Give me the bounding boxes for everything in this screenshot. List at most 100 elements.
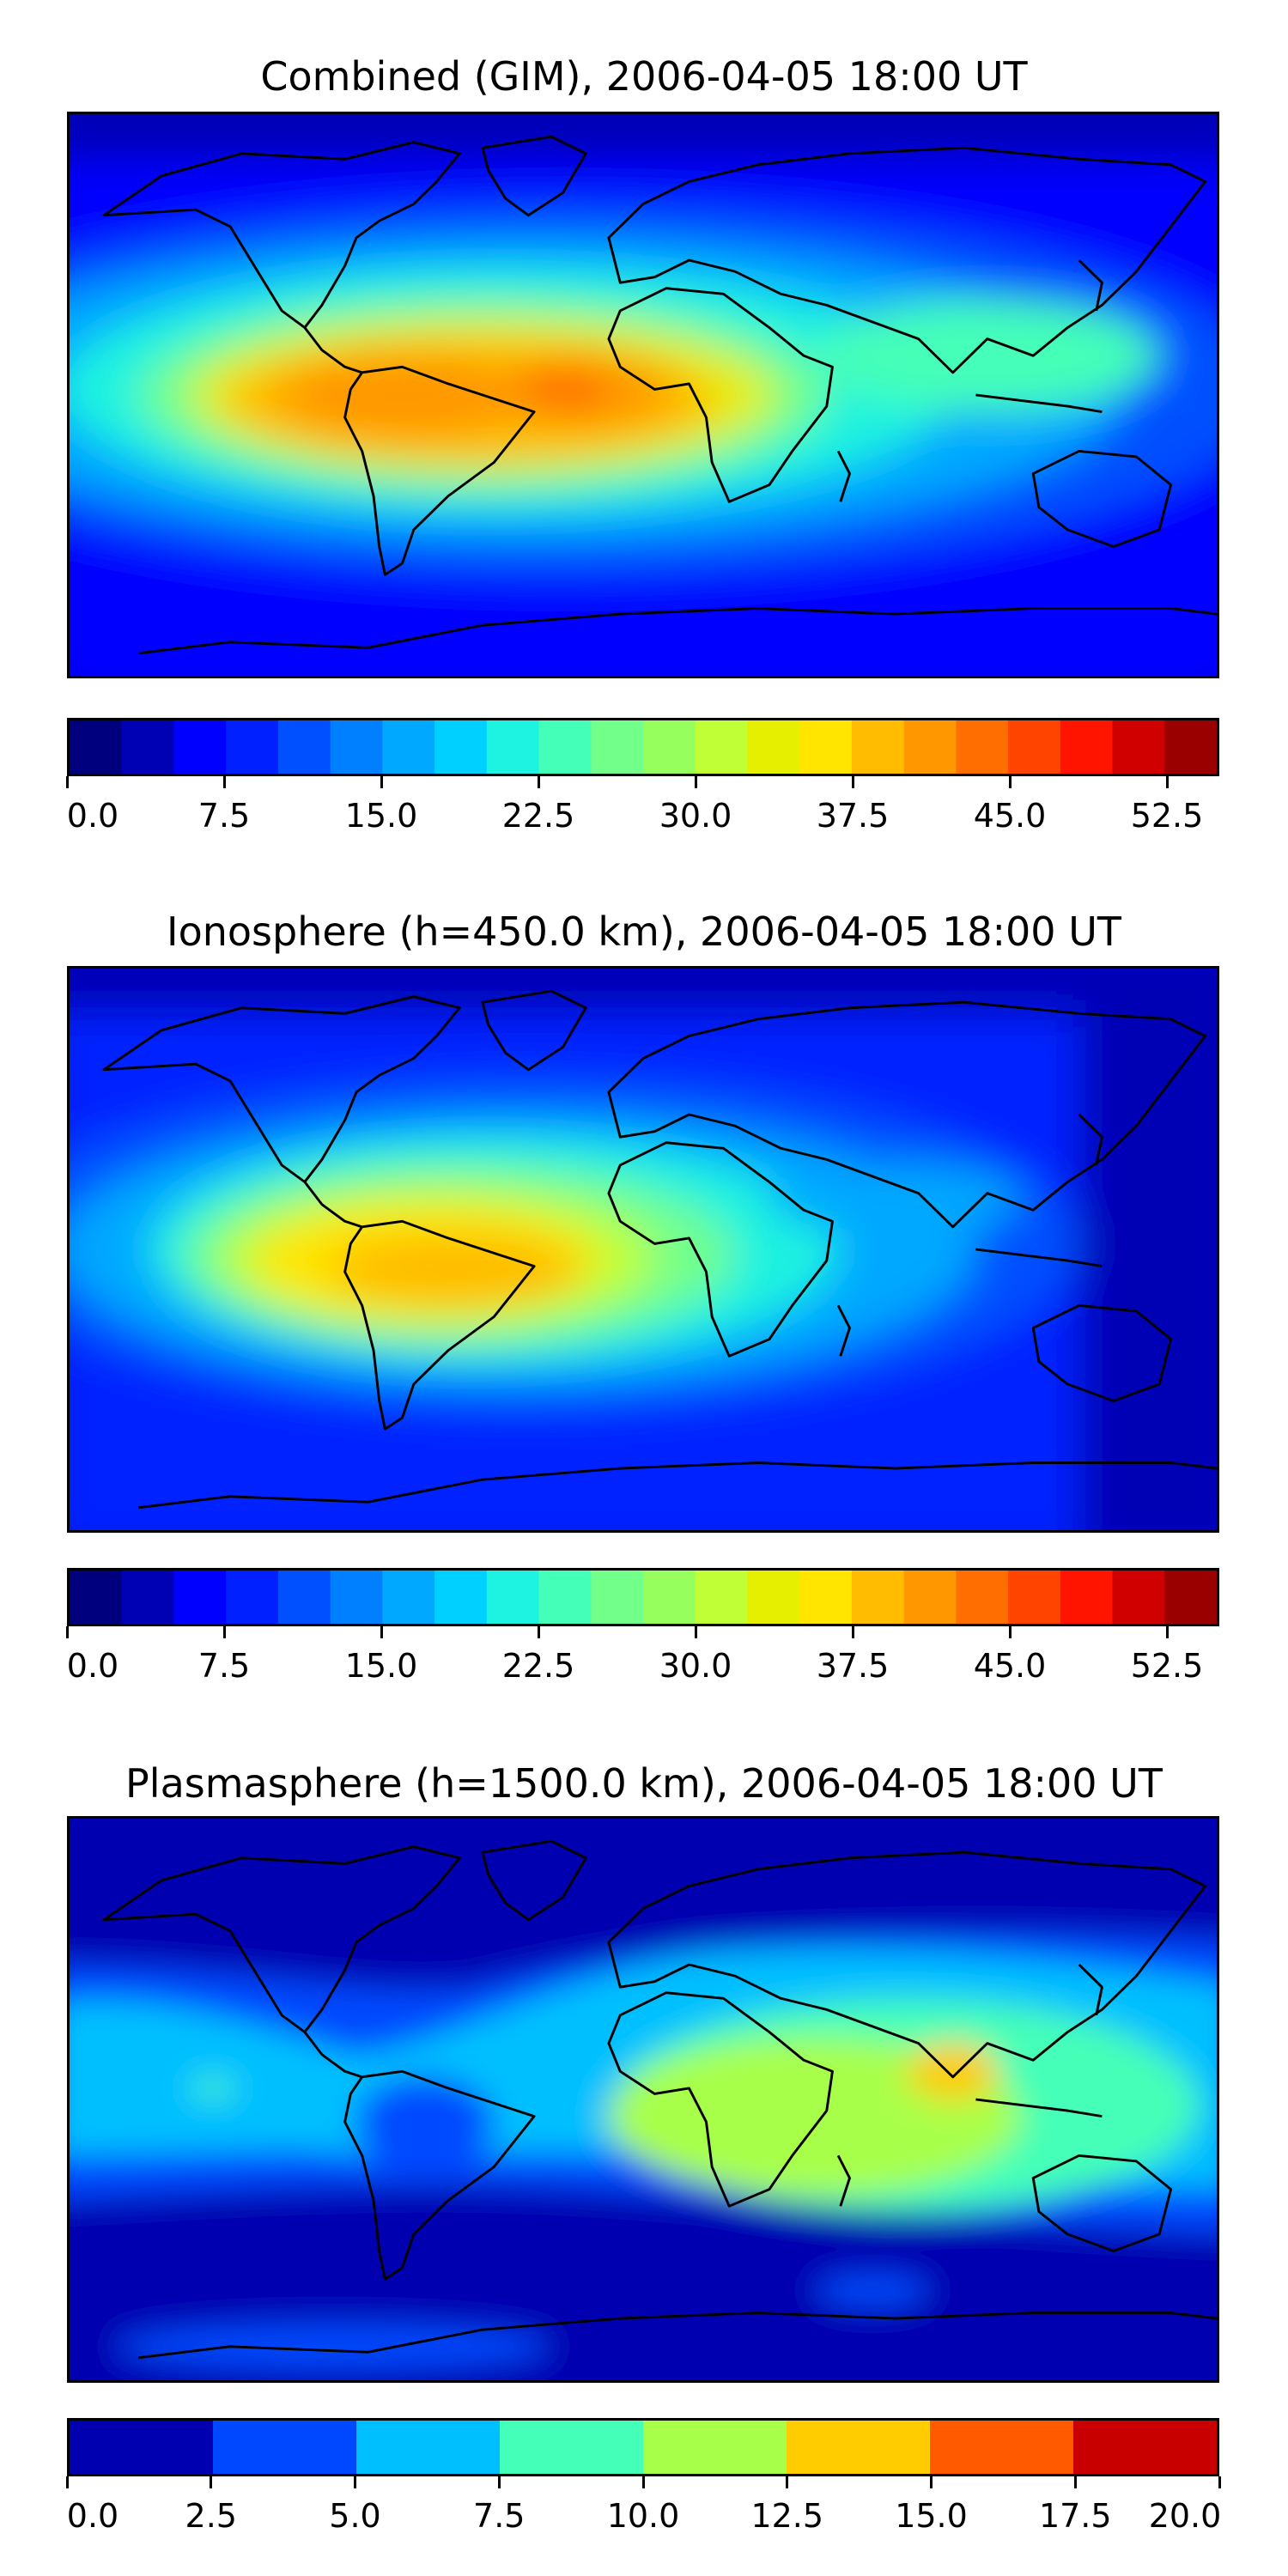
colorbar-tick-label: 17.5 bbox=[1038, 2497, 1112, 2535]
colorbar-swatch bbox=[930, 2421, 1074, 2474]
map-ionosphere bbox=[67, 966, 1219, 1533]
field-crest-gold bbox=[327, 1233, 580, 1306]
field-north-pole bbox=[70, 114, 1217, 160]
coast-south-america bbox=[343, 365, 536, 576]
colorbar-tick-label: 2.5 bbox=[185, 2497, 237, 2535]
colorbar-tick-label: 52.5 bbox=[1130, 797, 1204, 835]
colorbar-swatch bbox=[747, 720, 800, 774]
colorbar-tick-mark bbox=[222, 1626, 226, 1638]
colorbar-swatch bbox=[851, 720, 905, 774]
colorbar-tick-mark bbox=[65, 776, 69, 788]
colorbar-swatch bbox=[173, 1571, 227, 1624]
colorbar-tick-mark bbox=[497, 2476, 501, 2488]
colorbar-swatches bbox=[70, 720, 1217, 774]
colorbar-plasmasphere bbox=[67, 2418, 1219, 2476]
field-crest-red bbox=[517, 367, 609, 412]
colorbar-tick-label: 12.5 bbox=[750, 2497, 824, 2535]
colorbar-tick-mark bbox=[537, 1626, 540, 1638]
colorbar-tick-mark bbox=[380, 1626, 383, 1638]
colorbar-swatch bbox=[434, 1571, 488, 1624]
colorbar-swatch bbox=[486, 720, 540, 774]
coastlines bbox=[102, 135, 1217, 655]
map-plasmasphere bbox=[67, 1816, 1219, 2383]
heatmap-ionosphere bbox=[70, 969, 1217, 1530]
colorbar-swatch bbox=[1060, 720, 1114, 774]
colorbar-tick-label: 37.5 bbox=[816, 1647, 890, 1685]
colorbar-swatch bbox=[70, 2421, 214, 2474]
coastlines bbox=[102, 989, 1217, 1510]
colorbar-swatch bbox=[956, 1571, 1009, 1624]
colorbar-tick-label: 45.0 bbox=[973, 797, 1047, 835]
colorbar-swatch bbox=[1164, 1571, 1217, 1624]
colorbar-swatch bbox=[538, 1571, 592, 1624]
colorbar-swatch bbox=[787, 2421, 931, 2474]
colorbar-tick-mark bbox=[210, 2476, 213, 2488]
colorbar-tick-label: 7.5 bbox=[473, 2497, 526, 2535]
colorbar-swatch bbox=[695, 1571, 749, 1624]
colorbar-swatch bbox=[1073, 2421, 1217, 2474]
field-asia-band bbox=[769, 1163, 1022, 1235]
colorbar-swatch bbox=[538, 720, 592, 774]
colorbar-swatch bbox=[277, 720, 331, 774]
colorbar-ticks-plasmasphere: 0.0 2.5 5.0 7.5 10.0 12.5 15.0 17.5 20.0 bbox=[65, 2476, 1221, 2535]
colorbar-swatch bbox=[1164, 720, 1217, 774]
heatmap-plasmasphere bbox=[70, 1819, 1217, 2380]
coast-antarctica bbox=[137, 607, 1217, 655]
colorbar-tick-label: 52.5 bbox=[1130, 1647, 1204, 1685]
colorbar-tick-label: 30.0 bbox=[659, 1647, 732, 1685]
colorbar-tick-label: 22.5 bbox=[501, 797, 575, 835]
colorbar-ticks-ionosphere: 0.0 7.5 15.0 22.5 30.0 37.5 45.0 52.5 bbox=[65, 1626, 1219, 1685]
colorbar-tick-label: 0.0 bbox=[66, 1647, 119, 1685]
colorbar-tick-label: 20.0 bbox=[1148, 2497, 1222, 2535]
colorbar-swatch bbox=[1112, 720, 1166, 774]
colorbar-swatch bbox=[903, 1571, 957, 1624]
colorbar-tick-mark bbox=[222, 776, 226, 788]
colorbar-tick-mark bbox=[786, 2476, 789, 2488]
colorbar-swatch bbox=[486, 1571, 540, 1624]
colorbar-swatch bbox=[121, 1571, 175, 1624]
colorbar-swatch bbox=[643, 1571, 696, 1624]
colorbar-swatch bbox=[226, 720, 279, 774]
colorbar-tick-label: 15.0 bbox=[895, 2497, 968, 2535]
colorbar-swatch bbox=[500, 2421, 644, 2474]
colorbar-swatch bbox=[356, 2421, 501, 2474]
colorbar-swatch bbox=[747, 1571, 800, 1624]
colorbar-tick-mark bbox=[641, 2476, 645, 2488]
colorbar-tick-mark bbox=[1165, 776, 1169, 788]
colorbar-tick-label: 0.0 bbox=[66, 797, 119, 835]
colorbar-swatch bbox=[382, 1571, 435, 1624]
colorbar-swatch bbox=[903, 720, 957, 774]
colorbar-tick-mark bbox=[1008, 776, 1012, 788]
field-antarctic-spot bbox=[115, 2324, 552, 2369]
colorbar-swatch bbox=[213, 2421, 357, 2474]
colorbar-tick-label: 15.0 bbox=[344, 797, 418, 835]
coastlines bbox=[102, 1839, 1217, 2360]
colorbar-swatch bbox=[226, 1571, 279, 1624]
colorbar-swatch bbox=[70, 1571, 123, 1624]
colorbar-swatch bbox=[330, 720, 384, 774]
field-crest-orange bbox=[276, 352, 529, 438]
colorbar-swatch bbox=[851, 1571, 905, 1624]
colorbar-swatches bbox=[70, 2421, 1217, 2474]
colorbar-swatch bbox=[277, 1571, 331, 1624]
coast-africa bbox=[607, 287, 834, 503]
colorbar-swatch bbox=[643, 720, 696, 774]
colorbar-swatch bbox=[1008, 1571, 1061, 1624]
colorbar-tick-label: 37.5 bbox=[816, 797, 890, 835]
coast-eurasia bbox=[607, 146, 1207, 374]
coast-australia bbox=[1031, 449, 1173, 549]
colorbar-tick-label: 7.5 bbox=[197, 797, 251, 835]
coast-madagascar bbox=[836, 450, 851, 502]
colorbar-swatch bbox=[591, 1571, 644, 1624]
colorbar-swatch bbox=[434, 720, 488, 774]
coast-japan bbox=[1078, 259, 1103, 312]
colorbar-swatch bbox=[70, 720, 123, 774]
colorbar-tick-mark bbox=[694, 776, 697, 788]
colorbar-tick-mark bbox=[1073, 2476, 1077, 2488]
colorbar-ticks-combined: 0.0 7.5 15.0 22.5 30.0 37.5 45.0 52.5 bbox=[65, 776, 1219, 835]
colorbar-combined bbox=[67, 718, 1219, 776]
chart-title-ionosphere: Ionosphere (h=450.0 km), 2006-04-05 18:0… bbox=[167, 908, 1121, 955]
colorbar-swatch bbox=[173, 720, 227, 774]
field-south-pole bbox=[70, 630, 1217, 676]
heatmap-combined bbox=[70, 114, 1217, 676]
